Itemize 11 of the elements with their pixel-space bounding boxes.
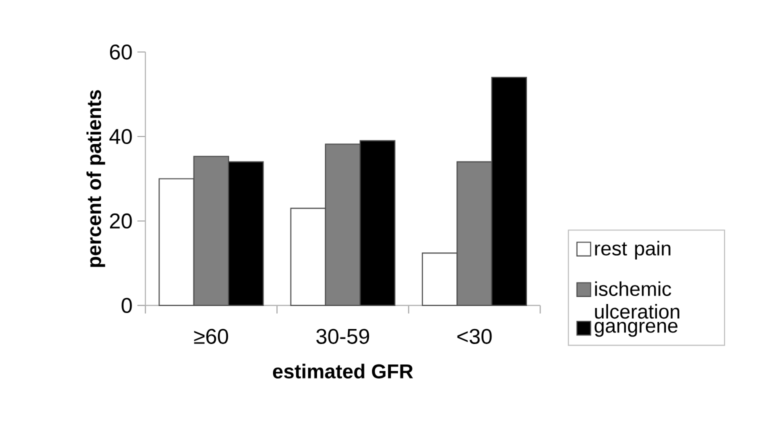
y-tick-label: 0 (122, 298, 132, 314)
x-tick-label: ≥60 (194, 329, 228, 344)
x-axis-title: estimated GFR (272, 364, 413, 379)
x-tick-label: 30-59 (316, 329, 370, 344)
legend-label: gangrene (594, 322, 678, 337)
y-tick-label: 40 (109, 129, 132, 144)
x-tick-label: <30 (457, 329, 492, 344)
legend-label: rest pain (595, 241, 670, 260)
y-axis-title: percent of patients (86, 90, 106, 268)
y-tick-label: 60 (110, 44, 132, 60)
y-tick-label: 20 (110, 214, 132, 229)
